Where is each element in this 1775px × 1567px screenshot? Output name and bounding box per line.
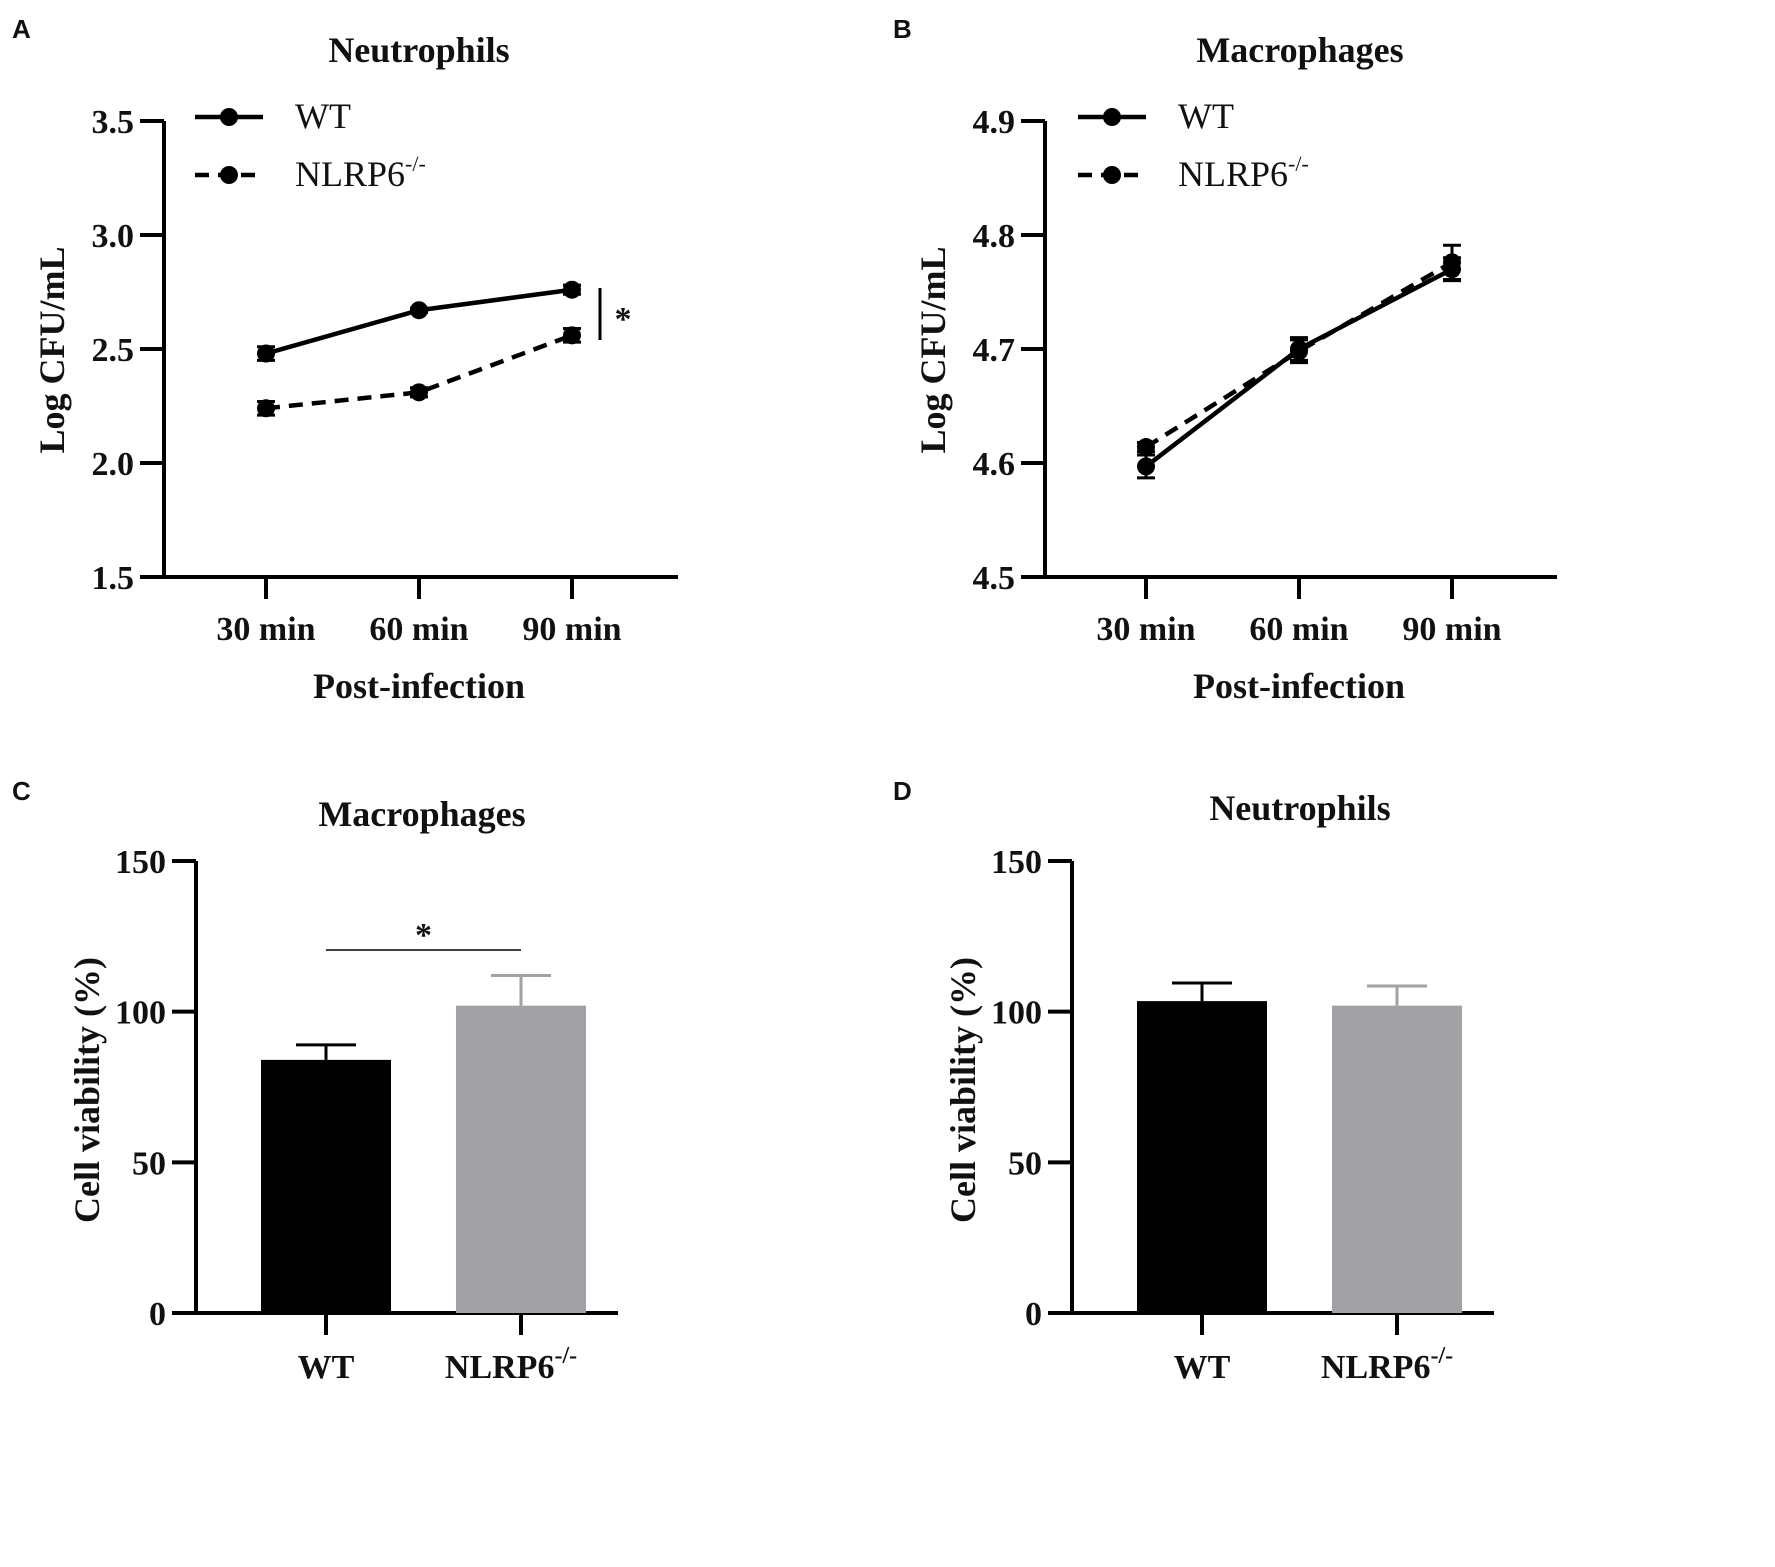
x-category-label: NLRP6-/- bbox=[445, 1343, 577, 1386]
bar-nlrp6 bbox=[1332, 1005, 1462, 1313]
y-axis-label: Cell viability (%) bbox=[67, 957, 107, 1223]
panel-a: A Neutrophils Log CFU/mL 1.5 2.0 2.5 3.0 3.5 30 … bbox=[12, 14, 678, 706]
x-tick-label: 90 min bbox=[1402, 611, 1501, 648]
y-tick-label: 2.5 bbox=[92, 332, 135, 369]
significance-star: * bbox=[415, 917, 432, 954]
significance-star: * bbox=[615, 301, 632, 338]
x-tick-label: 60 min bbox=[369, 611, 468, 648]
y-tick-label: 4.9 bbox=[973, 104, 1016, 141]
series-line-wt bbox=[265, 287, 573, 356]
legend-label: NLRP6-/- bbox=[295, 151, 426, 194]
legend-label-base: NLRP6 bbox=[1178, 154, 1288, 194]
y-axis-label: Log CFU/mL bbox=[32, 247, 72, 454]
data-point bbox=[410, 383, 428, 402]
series-line-nlrp6 bbox=[265, 333, 573, 411]
panel-letter: B bbox=[893, 14, 912, 44]
panel-letter: A bbox=[12, 14, 31, 44]
x-category-label-base: WT bbox=[298, 1349, 355, 1386]
y-tick-label: 100 bbox=[991, 995, 1042, 1032]
x-tick-label: 60 min bbox=[1249, 611, 1348, 648]
legend-label: WT bbox=[1178, 96, 1234, 136]
legend-label: WT bbox=[295, 96, 351, 136]
chart-title: Macrophages bbox=[318, 794, 525, 834]
x-tick-label: 30 min bbox=[216, 611, 315, 648]
y-tick-label: 3.5 bbox=[92, 104, 135, 141]
y-tick-label: 100 bbox=[115, 995, 166, 1032]
x-category-label: WT bbox=[298, 1349, 355, 1386]
y-axis-label: Log CFU/mL bbox=[913, 247, 953, 454]
series-line-wt bbox=[1144, 267, 1454, 469]
x-category-label-superscript: -/- bbox=[1430, 1343, 1453, 1369]
y-tick-label: 150 bbox=[991, 844, 1042, 881]
data-point bbox=[257, 399, 275, 418]
data-point bbox=[410, 301, 428, 320]
x-axis-label: Post-infection bbox=[313, 666, 525, 706]
legend-label: NLRP6-/- bbox=[1178, 151, 1309, 194]
y-axis-label: Cell viability (%) bbox=[943, 957, 983, 1223]
legend-marker bbox=[220, 108, 238, 126]
y-tick-label: 4.7 bbox=[973, 332, 1016, 369]
y-tick-label: 0 bbox=[1025, 1296, 1042, 1333]
y-tick-label: 50 bbox=[1008, 1145, 1042, 1182]
x-category-label-base: NLRP6 bbox=[445, 1349, 555, 1386]
legend-label-base: WT bbox=[1178, 96, 1234, 136]
y-tick-label: 50 bbox=[132, 1145, 166, 1182]
x-category-label-superscript: -/- bbox=[554, 1343, 577, 1369]
y-tick-label: 3.0 bbox=[92, 218, 135, 255]
data-point bbox=[563, 280, 581, 299]
chart-title: Neutrophils bbox=[1209, 788, 1390, 828]
data-point bbox=[1137, 438, 1155, 457]
panel-c: C Macrophages Cell viability (%) 0 50 100 150 W… bbox=[12, 776, 618, 1386]
x-category-label: NLRP6-/- bbox=[1321, 1343, 1453, 1386]
y-tick-label: 150 bbox=[115, 844, 166, 881]
data-point bbox=[1290, 342, 1308, 361]
panel-d: D Neutrophils Cell viability (%) 0 50 100 150 W… bbox=[893, 776, 1494, 1386]
panel-letter: D bbox=[893, 776, 912, 806]
legend-label-base: NLRP6 bbox=[295, 154, 405, 194]
bar-nlrp6 bbox=[456, 1005, 586, 1313]
bar-wt bbox=[261, 1059, 391, 1313]
chart-title: Macrophages bbox=[1196, 30, 1403, 70]
data-point bbox=[563, 326, 581, 345]
legend-label-superscript: -/- bbox=[1288, 151, 1309, 176]
y-tick-label: 4.5 bbox=[973, 560, 1016, 597]
y-tick-label: 0 bbox=[149, 1296, 166, 1333]
y-tick-label: 4.8 bbox=[973, 218, 1016, 255]
x-category-label-base: WT bbox=[1174, 1349, 1231, 1386]
panel-b: B Macrophages Log CFU/mL 4.5 4.6 4.7 4.8 4.9 30 … bbox=[893, 14, 1557, 706]
data-point bbox=[257, 344, 275, 363]
x-tick-label: 90 min bbox=[522, 611, 621, 648]
x-tick-label: 30 min bbox=[1096, 611, 1195, 648]
x-category-label-base: NLRP6 bbox=[1321, 1349, 1431, 1386]
chart-title: Neutrophils bbox=[328, 30, 509, 70]
legend-label-superscript: -/- bbox=[405, 151, 426, 176]
x-axis-label: Post-infection bbox=[1193, 666, 1405, 706]
data-point bbox=[1443, 253, 1461, 272]
x-category-label: WT bbox=[1174, 1349, 1231, 1386]
legend-marker bbox=[220, 166, 238, 184]
y-tick-label: 1.5 bbox=[92, 560, 135, 597]
panel-letter: C bbox=[12, 776, 31, 806]
legend-marker bbox=[1103, 166, 1121, 184]
data-point bbox=[1137, 457, 1155, 476]
legend-marker bbox=[1103, 108, 1121, 126]
y-tick-label: 2.0 bbox=[92, 446, 135, 483]
y-tick-label: 4.6 bbox=[973, 446, 1016, 483]
legend-label-base: WT bbox=[295, 96, 351, 136]
bar-wt bbox=[1137, 1001, 1267, 1313]
